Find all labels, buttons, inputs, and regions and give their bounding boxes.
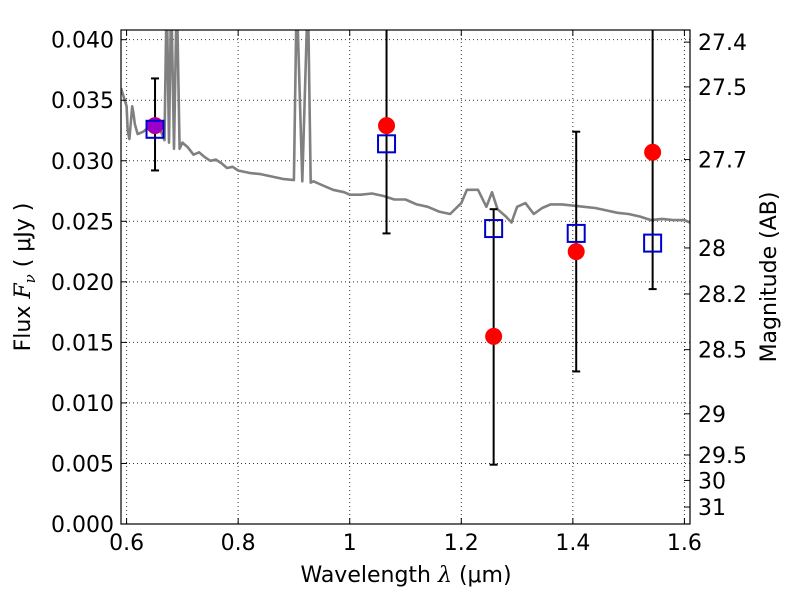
x-tick-label: 1.4 <box>555 531 590 556</box>
y2-tick-label: 30 <box>698 469 726 494</box>
y-tick-label: 0.020 <box>51 271 114 296</box>
grid <box>121 30 690 524</box>
y2-tick-label: 27.5 <box>698 76 747 101</box>
observed-flux-point <box>378 117 396 135</box>
y-axis-label: Flux Fν ( μJy ) <box>11 203 39 352</box>
x-tick-label: 1 <box>343 531 357 556</box>
y2-tick-label: 27.7 <box>698 149 747 174</box>
y-tick-label: 0.010 <box>51 392 114 417</box>
y-tick-label: 0.040 <box>51 29 114 54</box>
y2-tick-label: 29.5 <box>698 444 747 469</box>
observed-flux-point <box>485 327 503 345</box>
model-flux-square <box>484 219 504 239</box>
x-tick-label: 1.2 <box>444 531 479 556</box>
y-tick-label: 0.000 <box>51 513 114 538</box>
y-tick-label: 0.025 <box>51 210 114 235</box>
y2-axis-label: Magnitude (AB) <box>757 192 782 363</box>
y2-tick-label: 28.5 <box>698 339 747 364</box>
axes: 0.6 0.8 1 1.2 1.4 1.6 0.000 0.005 0.010 0.015 0.02… <box>51 29 747 556</box>
y-tick-label: 0.035 <box>51 89 114 114</box>
model-flux-square <box>377 134 397 154</box>
y-tick-label: 0.030 <box>51 150 114 175</box>
model-flux-square <box>145 119 165 139</box>
observed-flux-point <box>644 143 662 161</box>
x-tick-label: 1.6 <box>667 531 702 556</box>
x-tick-label: 0.6 <box>109 531 144 556</box>
model-spectrum-line <box>121 30 690 224</box>
model-flux-square <box>643 233 663 253</box>
y2-tick-label: 31 <box>698 496 726 521</box>
y2-tick-label: 28.2 <box>698 283 747 308</box>
y2-tick-label: 29 <box>698 403 726 428</box>
y2-tick-label: 28 <box>698 237 726 262</box>
model-flux-square <box>566 223 586 243</box>
plot-area <box>121 30 690 466</box>
x-axis-label: Wavelength λ (μm) <box>300 563 511 588</box>
y-tick-label: 0.005 <box>51 452 114 477</box>
x-tick-label: 0.8 <box>221 531 256 556</box>
plot-frame <box>120 29 691 525</box>
y-tick-label: 0.015 <box>51 331 114 356</box>
observed-flux-point <box>567 243 585 261</box>
y2-tick-label: 27.4 <box>698 31 747 56</box>
